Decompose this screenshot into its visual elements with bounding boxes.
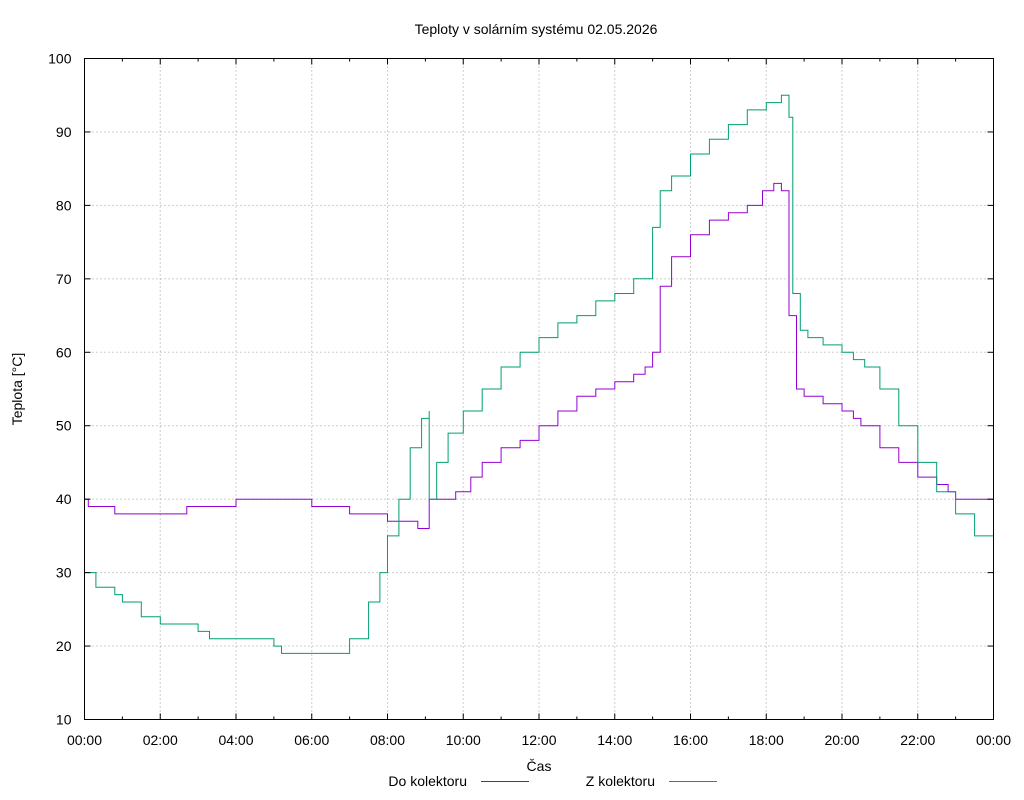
x-tick-label: 14:00 (597, 732, 632, 748)
x-tick-label: 00:00 (67, 732, 102, 748)
x-tick-label: 06:00 (294, 732, 329, 748)
x-tick-label: 10:00 (446, 732, 481, 748)
x-tick-label: 04:00 (218, 732, 253, 748)
y-tick-labels: 10 20 30 40 50 60 70 80 90 100 (48, 51, 72, 728)
x-tick-label: 02:00 (143, 732, 178, 748)
y-tick-label: 70 (56, 271, 72, 287)
x-tick-label: 08:00 (370, 732, 405, 748)
legend-label-do-kolektoru: Do kolektoru (388, 773, 467, 789)
series-line-0 (84, 182, 994, 529)
axis-ticks (84, 58, 994, 720)
plot-frame (84, 58, 994, 720)
x-tick-label: 22:00 (900, 732, 935, 748)
x-tick-label: 18:00 (749, 732, 784, 748)
y-tick-label: 10 (56, 712, 72, 728)
y-tick-label: 80 (56, 197, 72, 213)
x-tick-label: 00:00 (976, 732, 1011, 748)
series-layer (84, 94, 994, 654)
x-tick-label: 20:00 (824, 732, 859, 748)
y-tick-label: 30 (56, 565, 72, 581)
y-axis-label: Teplota [°C] (9, 353, 25, 426)
legend: Do kolektoru Z kolektoru (388, 773, 717, 789)
legend-label-z-kolektoru: Z kolektoru (586, 773, 655, 789)
y-tick-label: 60 (56, 344, 72, 360)
y-tick-label: 40 (56, 491, 72, 507)
x-tick-label: 12:00 (521, 732, 556, 748)
x-tick-labels: 00:00 02:00 04:00 06:00 08:00 10:00 12:00 14:00… (67, 732, 1011, 748)
y-tick-label: 100 (48, 51, 72, 67)
series-line-1 (84, 94, 994, 654)
x-axis-label: Čas (527, 758, 552, 774)
grid-lines (84, 58, 994, 720)
y-tick-label: 50 (56, 418, 72, 434)
y-tick-label: 20 (56, 638, 72, 654)
x-tick-label: 16:00 (673, 732, 708, 748)
chart-title: Teploty v solárním systému 02.05.2026 (415, 21, 658, 37)
y-tick-label: 90 (56, 124, 72, 140)
